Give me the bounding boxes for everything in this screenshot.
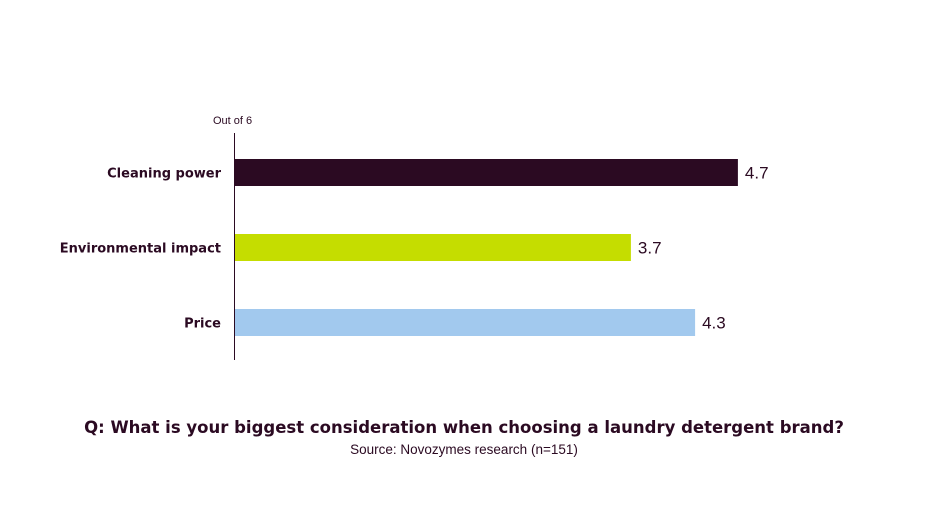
value-label-cleaning-power: 4.7 — [745, 164, 769, 183]
bar-cleaning-power — [235, 159, 738, 186]
chart-question: Q: What is your biggest consideration wh… — [84, 418, 844, 437]
bar-price — [235, 309, 696, 336]
bar-chart: Out of 6 Cleaning power 4.7 Environmental … — [60, 115, 769, 360]
category-label-price: Price — [184, 317, 221, 332]
bars-group: Cleaning power 4.7 Environmental impact 3.7… — [60, 159, 769, 336]
category-label-cleaning-power: Cleaning power — [107, 167, 221, 182]
value-label-environmental-impact: 3.7 — [638, 239, 662, 258]
unit-label: Out of 6 — [213, 115, 252, 127]
chart-source: Source: Novozymes research (n=151) — [350, 442, 578, 457]
bar-environmental-impact — [235, 234, 631, 261]
category-label-environmental-impact: Environmental impact — [60, 242, 221, 257]
value-label-price: 4.3 — [702, 314, 726, 333]
